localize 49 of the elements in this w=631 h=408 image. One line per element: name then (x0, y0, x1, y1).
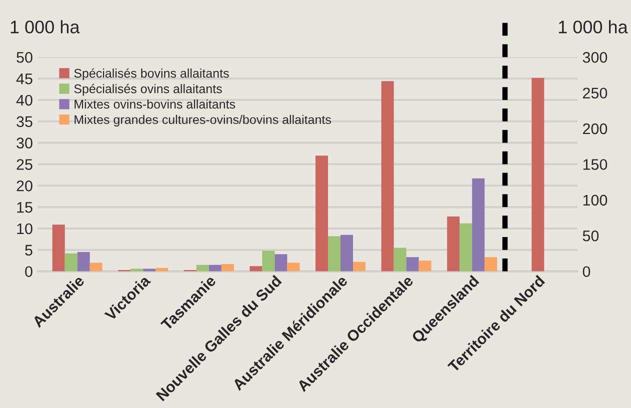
y2-tick-label: 150 (583, 159, 608, 170)
y-tick-label: 20 (16, 180, 32, 192)
y2-tick-label: 250 (582, 88, 608, 99)
y2-tick-label: 300 (582, 52, 608, 63)
bar (77, 252, 90, 272)
y2-tick-label: 0 (582, 266, 590, 278)
bar (340, 234, 354, 272)
y2-tick-label: 200 (582, 123, 608, 134)
y-tick-label: 30 (16, 138, 32, 148)
bar (484, 257, 498, 272)
y-tick-label: 50 (16, 52, 32, 63)
bar (287, 262, 300, 272)
y2-tick-label: 50 (582, 230, 599, 242)
bar (208, 264, 222, 272)
bar (406, 257, 419, 272)
bar (447, 216, 460, 272)
legend-label: Spécialisés ovins allaitants (74, 84, 222, 96)
bar (418, 260, 432, 272)
y2-axis-title: 1 000 ha (558, 20, 628, 34)
y-tick-label: 45 (16, 74, 32, 84)
bar (143, 268, 156, 272)
bar (250, 266, 262, 272)
y-tick-label: 5 (25, 244, 32, 256)
bar (460, 223, 472, 272)
bar (196, 264, 209, 272)
y2-tick-label: 100 (583, 194, 608, 206)
y-tick-label: 25 (16, 159, 32, 170)
y-axis-title: 1 000 ha (10, 20, 80, 34)
bar (394, 248, 406, 272)
y-tick-label: 40 (16, 94, 32, 106)
bar (328, 236, 341, 272)
legend-label: Mixtes grandes cultures-ovins/bovins allaitants (74, 114, 331, 127)
y-tick-label: 10 (17, 223, 32, 234)
bar (381, 81, 394, 272)
y-tick-label: 0 (25, 266, 32, 278)
y-tick-label: 15 (17, 202, 32, 213)
bar (64, 253, 78, 272)
bar (52, 224, 65, 272)
legend-label: Mixtes ovins-bovins allaitants (74, 99, 236, 109)
legend-label: Spécialisés bovins allaitants (74, 68, 229, 80)
bar (353, 262, 366, 272)
bar (130, 268, 144, 272)
bar (262, 250, 275, 272)
y-tick-label: 35 (16, 116, 32, 128)
bar (90, 262, 102, 272)
bar (316, 156, 328, 272)
bar (274, 254, 288, 272)
bar (472, 178, 485, 272)
bar (221, 264, 234, 272)
